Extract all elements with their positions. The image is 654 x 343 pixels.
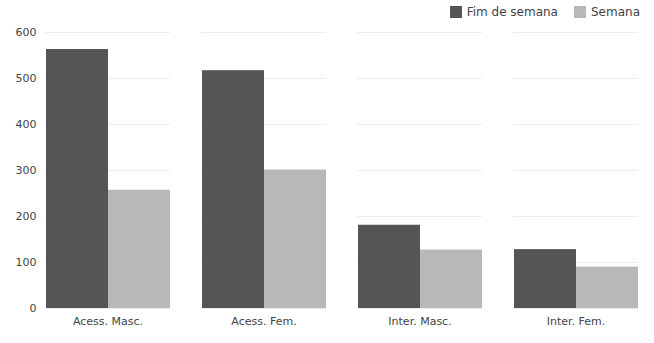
svg-text:300: 300 <box>16 164 37 177</box>
svg-text:500: 500 <box>16 72 37 85</box>
html-text:Fim de semana: Fim de semana <box>466 5 558 19</box>
svg-text:Inter. Masc.: Inter. Masc. <box>388 315 451 328</box>
svg-text:400: 400 <box>16 118 37 131</box>
svg-text:0: 0 <box>30 302 37 315</box>
svg-text:Inter. Fem.: Inter. Fem. <box>547 315 606 328</box>
svg-text:200: 200 <box>16 210 37 223</box>
svg-text:100: 100 <box>16 256 37 269</box>
svg-text:600: 600 <box>16 26 37 39</box>
svg-text:Acess. Masc.: Acess. Masc. <box>73 315 143 328</box>
html-text:Semana: Semana <box>591 5 640 19</box>
svg-text:Acess. Fem.: Acess. Fem. <box>231 315 296 328</box>
